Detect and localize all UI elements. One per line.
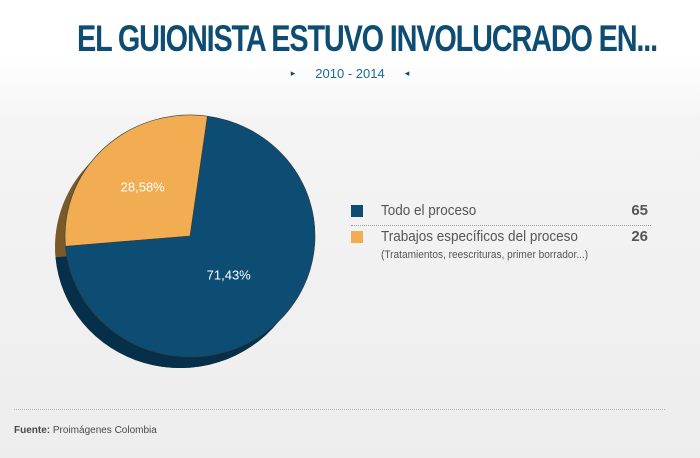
pie-labels: 71,43% 28,58% [121,180,252,283]
pie-slice-label-0: 71,43% [207,268,252,283]
chart-title: EL GUIONISTA ESTUVO INVOLUCRADO EN... [77,18,658,59]
legend-item-todo: Todo el proceso 65 [351,202,651,228]
pie-slice-1 [64,114,208,247]
footer-divider [14,409,665,410]
legend-label: Trabajos específicos del proceso [381,228,578,245]
chart-subtitle: ▸ 2010 - 2014 ◂ [0,66,700,81]
triangle-left-icon: ◂ [404,68,410,79]
legend-item-trabajos: Trabajos específicos del proceso 26 (Tra… [351,228,651,261]
subtitle-text: 2010 - 2014 [315,66,385,81]
legend-swatch [351,205,363,217]
source-text: Proimágenes Colombia [52,425,157,436]
legend-value: 26 [631,228,648,245]
legend-note: (Tratamientos, reescrituras, primer borr… [381,249,589,261]
triangle-right-icon: ▸ [290,68,296,79]
legend-value: 65 [631,202,648,219]
legend: Todo el proceso 65 Trabajos específicos … [351,202,651,261]
pie-slice-0 [65,115,316,358]
source-note: Fuente: Proimágenes Colombia [14,425,157,436]
pie-slice-label-1: 28,58% [121,180,166,195]
legend-divider [351,225,651,226]
source-label: Fuente: [14,425,51,436]
pie-slices [64,114,316,358]
legend-label: Todo el proceso [381,202,477,219]
legend-swatch [351,231,363,243]
